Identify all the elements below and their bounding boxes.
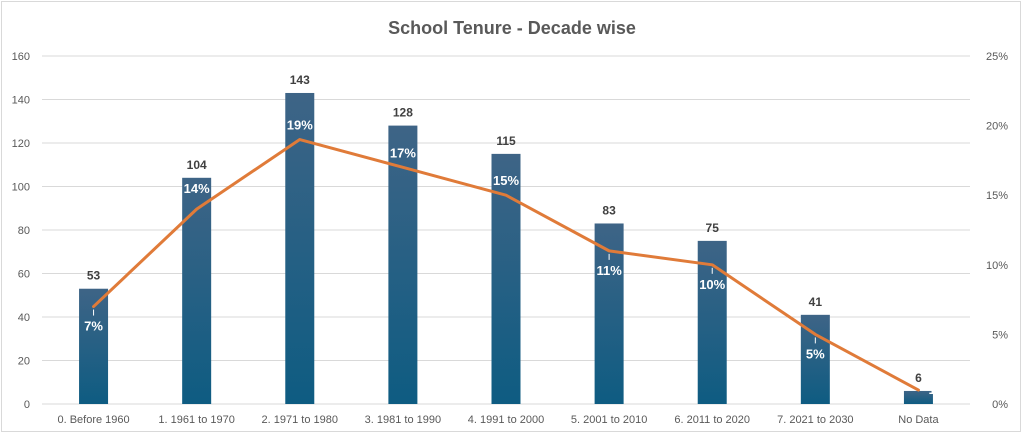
- percent-label: 10%: [699, 277, 725, 292]
- bar: [388, 125, 418, 404]
- y-right-tick-label: 10%: [986, 260, 1008, 272]
- percent-label: 14%: [184, 181, 210, 196]
- y-right-tick-label: 15%: [986, 190, 1008, 202]
- y-left-tick-label: 140: [12, 95, 30, 107]
- y-left-tick-label: 60: [18, 269, 30, 281]
- chart-title: School Tenure - Decade wise: [388, 18, 636, 38]
- percent-line: [92, 138, 920, 392]
- line-layer: [92, 138, 920, 392]
- x-tick-label: 0. Before 1960: [57, 414, 129, 426]
- percent-label: 1%: [928, 382, 947, 397]
- axis-layer: 0 20 40 60 80 100 120 140 160 0% 5% 10% 15% 20% 25% 0. …: [12, 51, 1009, 426]
- bar: [903, 390, 933, 404]
- x-tick-label: 1. 1961 to 1970: [158, 414, 234, 426]
- percent-label: 17%: [390, 145, 416, 160]
- percent-label: 15%: [493, 173, 519, 188]
- bar-value-label: 6: [915, 371, 922, 385]
- y-left-tick-label: 120: [12, 138, 30, 150]
- bar-value-label: 53: [87, 269, 101, 283]
- x-tick-label: 5. 2001 to 2010: [571, 414, 647, 426]
- bar-value-label: 41: [809, 295, 823, 309]
- bar-value-label: 128: [393, 106, 413, 120]
- percent-label: 19%: [287, 118, 313, 133]
- y-right-tick-label: 5%: [992, 329, 1008, 341]
- bar-layer: [79, 92, 933, 404]
- percent-label: 5%: [806, 346, 825, 361]
- x-tick-label: 3. 1981 to 1990: [365, 414, 441, 426]
- percent-label: 11%: [596, 263, 622, 278]
- y-left-tick-label: 0: [24, 399, 30, 411]
- x-tick-label: 2. 1971 to 1980: [262, 414, 338, 426]
- y-left-tick-label: 80: [18, 225, 30, 237]
- x-tick-label: 6. 2011 to 2020: [674, 414, 750, 426]
- x-tick-label: No Data: [898, 414, 939, 426]
- y-left-tick-label: 160: [12, 51, 30, 63]
- bar-value-label: 143: [290, 73, 310, 87]
- y-left-tick-label: 40: [18, 312, 30, 324]
- percent-label: 7%: [84, 319, 103, 334]
- y-right-tick-label: 25%: [986, 51, 1008, 63]
- y-left-tick-label: 100: [12, 182, 30, 194]
- y-right-tick-label: 20%: [986, 121, 1008, 133]
- bar-value-label: 115: [496, 134, 516, 148]
- bar: [182, 177, 212, 404]
- y-left-tick-label: 20: [18, 356, 30, 368]
- bar-value-label: 75: [706, 221, 720, 235]
- x-tick-label: 7. 2021 to 2030: [777, 414, 853, 426]
- bar-value-label: 83: [602, 203, 616, 217]
- bar: [800, 314, 830, 404]
- x-tick-label: 4. 1991 to 2000: [468, 414, 544, 426]
- y-right-tick-label: 0%: [992, 399, 1008, 411]
- bar-value-label: 104: [187, 158, 207, 172]
- label-layer: 53 104 143 128 115 83 75 41 6 7% 14% 19% 17% 15% 11% 10…: [84, 73, 948, 397]
